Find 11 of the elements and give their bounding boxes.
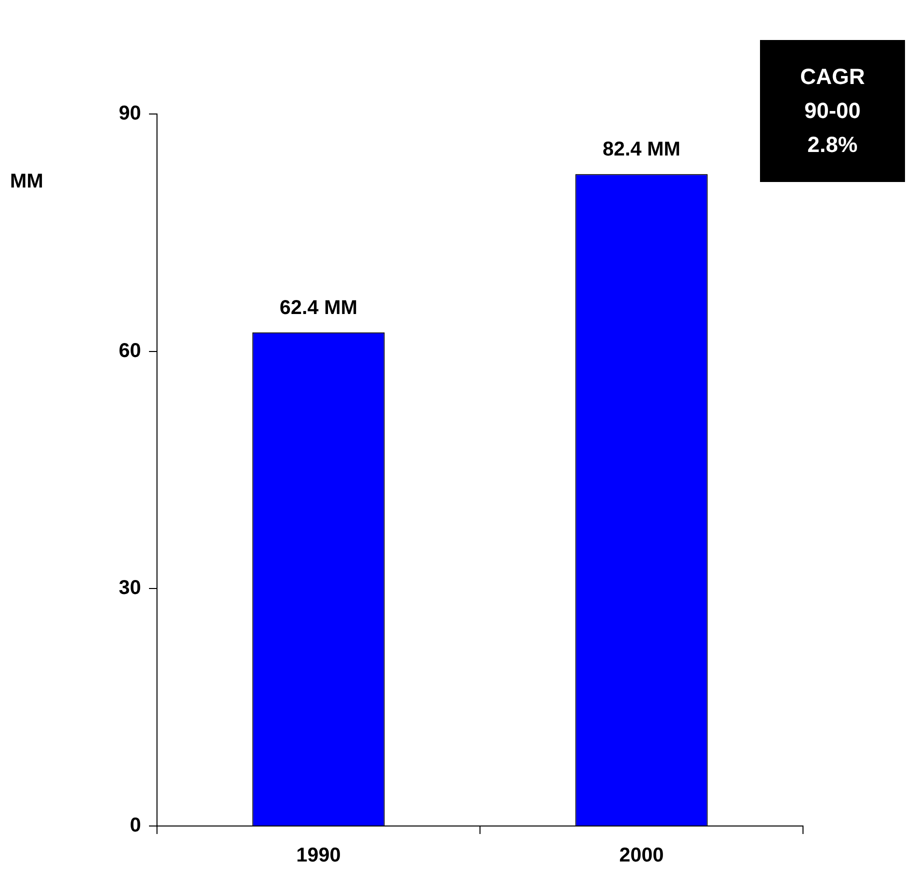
y-axis-title: MM (10, 170, 44, 193)
data-label: 62.4 MM (280, 296, 358, 319)
y-tick-label: 90 (118, 102, 141, 125)
x-tick-label: 2000 (619, 844, 664, 867)
y-tick-label: 30 (118, 577, 141, 600)
text: 2.8% (806, 131, 859, 159)
annotation: CAGR 90-00 (799, 63, 866, 125)
y-tick-label: 0 (130, 814, 141, 837)
data-label: 82.4 MM (602, 138, 680, 161)
y-tick-label: 60 (118, 340, 141, 362)
x-tick-label: 1990 (296, 844, 341, 867)
